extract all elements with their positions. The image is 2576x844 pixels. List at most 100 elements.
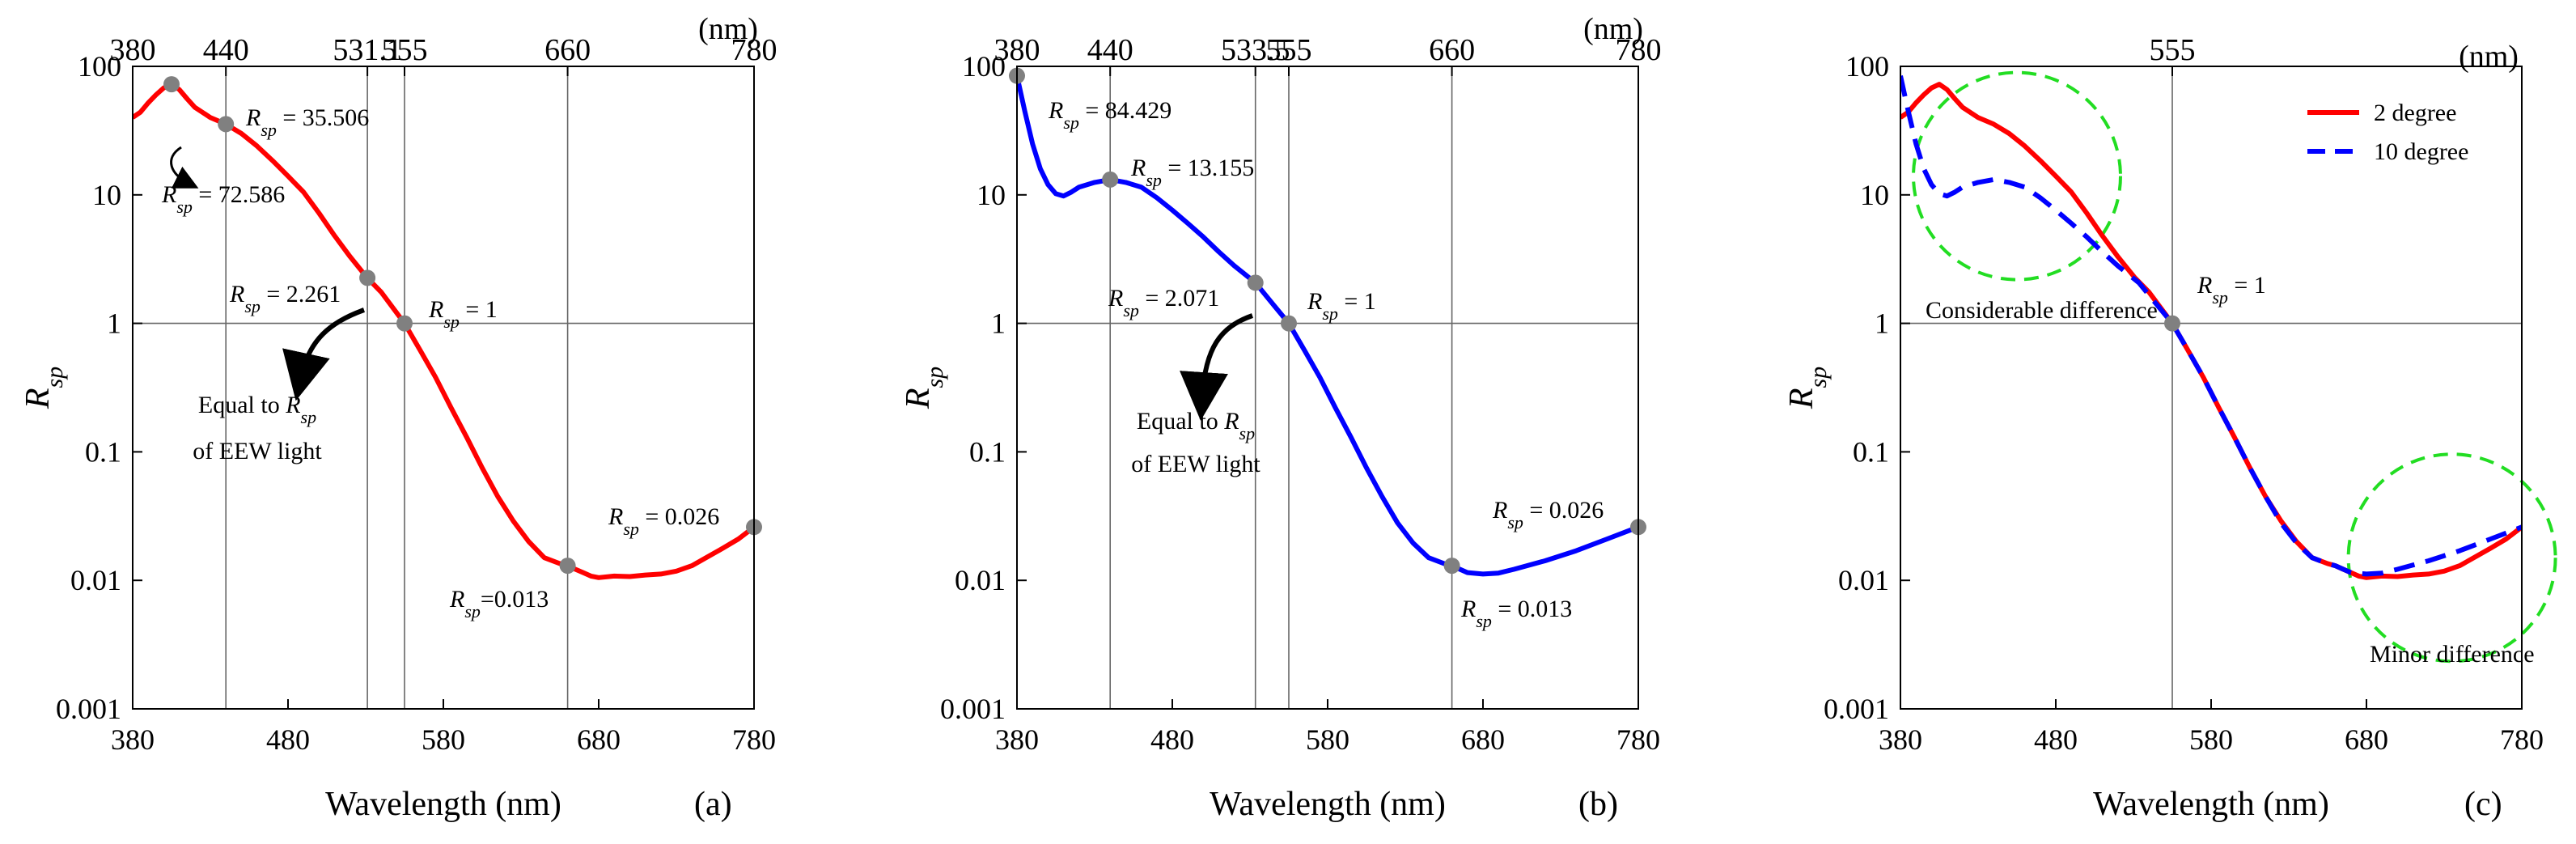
panel-a-xtick-label-2: 580 xyxy=(422,723,465,756)
panel-c-circle-label-considerable: Considerable difference xyxy=(1926,297,2158,324)
panel-a-toptick-label-0: 380 xyxy=(110,33,156,67)
panel-c-highlight-circle-1 xyxy=(2346,452,2557,664)
legend-2-degree-label: 2 degree xyxy=(2374,100,2456,126)
panel-a-annotation-1: Rsp = 1 xyxy=(428,296,498,332)
panel-a-panel-label: (a) xyxy=(694,786,732,823)
panel-b-toptick-label-0: 380 xyxy=(994,33,1040,67)
panel-a-toptick-label-1: 440 xyxy=(203,33,249,67)
panel-b-ytick-label-1: 0.01 xyxy=(955,564,1006,596)
panel-b-annotation-2071: Rsp = 2.071 xyxy=(1108,285,1219,320)
panel-a-arrow-72 xyxy=(170,146,199,189)
panel-c-x-label: Wavelength (nm) xyxy=(2093,786,2329,823)
panel-b-marker-4 xyxy=(1443,558,1460,575)
panel-a-x-label: Wavelength (nm) xyxy=(325,786,561,823)
panel-b-x-ticks: 380 480 580 680 780 xyxy=(995,699,1660,756)
panel-a-xtick-label-3: 680 xyxy=(577,723,621,756)
panel-b-arrow-eew xyxy=(1180,313,1253,421)
panel-a-note-line2: of EEW light xyxy=(193,438,322,464)
panel-b-xtick-label-4: 780 xyxy=(1616,723,1660,756)
panel-b-note-line1: Equal to Rsp xyxy=(1137,408,1255,443)
panel-c-y-ticks: 0.001 0.01 0.1 1 10 100 xyxy=(1824,50,1910,725)
panel-c-plot xyxy=(1900,66,2557,709)
panel-b-panel-label: (b) xyxy=(1578,786,1618,823)
panel-c-x-ticks: 380 480 580 680 780 xyxy=(1879,699,2544,756)
panel-c-xtick-label-4: 780 xyxy=(2500,723,2544,756)
panel-a-ytick-label-5: 100 xyxy=(78,50,121,83)
panel-a-annotation-0013: Rsp=0.013 xyxy=(449,586,549,621)
panel-b-y-ticks: 0.001 0.01 0.1 1 10 100 xyxy=(940,50,1027,725)
panel-c-ytick-label-5: 100 xyxy=(1845,50,1889,83)
panel-b-plot xyxy=(1009,66,1646,709)
panel-a-note-line1: Equal to Rsp xyxy=(198,392,316,427)
panel-c-circle-label-minor: Minor difference xyxy=(2370,641,2535,668)
panel-a-marker-1 xyxy=(218,116,235,133)
panel-b-annotation-0013: Rsp = 0.013 xyxy=(1460,596,1572,631)
panel-c-highlight-circle-0 xyxy=(1912,70,2122,282)
legend-10-degree-label: 10 degree xyxy=(2374,138,2468,165)
panel-b-marker-2 xyxy=(1247,274,1264,291)
panel-b-ytick-label-4: 10 xyxy=(977,179,1006,211)
panel-a-toptick-label-5: 780 xyxy=(731,33,777,67)
panel-a-annotation-72: Rsp = 72.586 xyxy=(161,181,285,217)
panel-c: 0.001 0.01 0.1 1 10 100 380 480 580 680 780 555 (… xyxy=(1783,33,2557,823)
panel-b-xtick-label-0: 380 xyxy=(995,723,1039,756)
panel-c-ytick-label-4: 10 xyxy=(1860,179,1889,211)
panel-c-series-10-degree xyxy=(1900,75,2522,577)
panel-b-toptick-label-5: 780 xyxy=(1616,33,1662,67)
panel-a-x-ticks: 380 480 580 680 780 xyxy=(111,699,776,756)
panel-a-toptick-label-2: 531.1 xyxy=(333,33,402,67)
panel-b-toptick-label-2: 533.5 xyxy=(1221,33,1290,67)
panel-a: 0.001 0.01 0.1 1 10 100 380 480 580 680 780 380 44… xyxy=(19,12,777,823)
panel-c-xtick-label-3: 680 xyxy=(2345,723,2388,756)
panel-a-xtick-label-0: 380 xyxy=(111,723,155,756)
panel-b-x-label: Wavelength (nm) xyxy=(1210,786,1446,823)
panel-a-y-ticks: 0.001 0.01 0.1 1 10 100 xyxy=(56,50,142,725)
panel-b-marker-3 xyxy=(1281,315,1297,332)
panel-b-annotation-13: Rsp = 13.155 xyxy=(1130,155,1254,190)
panel-c-ytick-label-2: 0.1 xyxy=(1853,435,1889,468)
panel-c-xtick-label-0: 380 xyxy=(1879,723,1922,756)
panel-b-ytick-label-0: 0.001 xyxy=(940,693,1006,725)
panel-a-top-unit: (nm) xyxy=(698,12,758,46)
panel-b: 0.001 0.01 0.1 1 10 100 380 480 580 680 780 380 44… xyxy=(900,12,1662,823)
panel-a-ytick-label-3: 1 xyxy=(107,307,121,340)
panel-c-annotation-1: Rsp = 1 xyxy=(2197,272,2266,307)
panel-c-y-label: Rsp xyxy=(1783,367,1832,409)
panel-b-toptick-label-1: 440 xyxy=(1087,33,1133,67)
panel-b-xtick-label-3: 680 xyxy=(1461,723,1505,756)
panel-c-ytick-label-0: 0.001 xyxy=(1824,693,1889,725)
panel-a-plot xyxy=(133,66,762,709)
panel-a-xtick-label-1: 480 xyxy=(266,723,310,756)
panel-b-note-line2: of EEW light xyxy=(1131,451,1260,477)
panel-a-annotation-2261: Rsp = 2.261 xyxy=(229,281,341,316)
panel-a-toptick-label-4: 660 xyxy=(544,33,591,67)
panel-c-legend: 2 degree 10 degree xyxy=(2307,100,2468,165)
panel-a-annotation-35: Rsp = 35.506 xyxy=(245,104,369,140)
panel-c-marker-0 xyxy=(2164,315,2180,332)
panel-b-ytick-label-5: 100 xyxy=(962,50,1006,83)
panel-a-marker-0 xyxy=(163,76,180,93)
panel-c-top-unit: (nm) xyxy=(2459,40,2519,74)
panel-a-xtick-label-4: 780 xyxy=(732,723,776,756)
panel-b-annotation-1: Rsp = 1 xyxy=(1307,288,1376,324)
panel-c-ytick-label-3: 1 xyxy=(1875,307,1889,340)
panel-b-top-unit: (nm) xyxy=(1583,12,1643,46)
panel-a-ytick-label-1: 0.01 xyxy=(70,564,121,596)
panel-b-y-label: Rsp xyxy=(900,367,948,409)
panel-a-toptick-label-3: 555 xyxy=(382,33,428,67)
panel-a-ytick-label-2: 0.1 xyxy=(85,435,121,468)
panel-a-marker-3 xyxy=(396,315,413,332)
panel-b-ytick-label-3: 1 xyxy=(991,307,1006,340)
panel-c-series-2-degree xyxy=(1900,82,2522,580)
panel-b-toptick-label-4: 660 xyxy=(1429,33,1475,67)
panel-a-ytick-label-4: 10 xyxy=(92,179,121,211)
panel-b-xtick-label-1: 480 xyxy=(1150,723,1194,756)
panel-c-xtick-label-1: 480 xyxy=(2034,723,2078,756)
panel-b-annotation-0026: Rsp = 0.026 xyxy=(1492,497,1604,532)
panel-c-top-ticks: 555 xyxy=(2150,33,2196,76)
panel-b-ytick-label-2: 0.1 xyxy=(969,435,1006,468)
panel-c-panel-label: (c) xyxy=(2464,786,2502,823)
